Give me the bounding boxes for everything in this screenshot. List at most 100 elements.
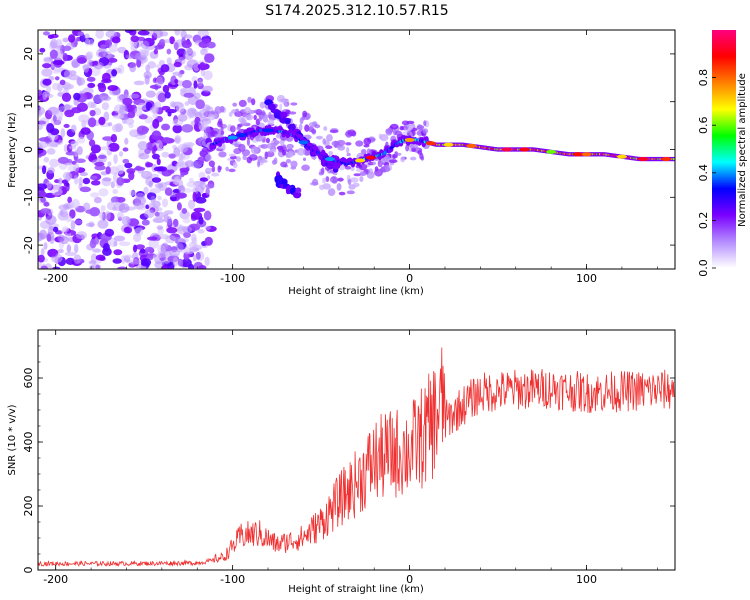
spectrogram-cell xyxy=(73,175,79,185)
spectrogram-cell xyxy=(363,144,370,148)
spectrogram-cell xyxy=(122,147,129,152)
spectrogram-cell xyxy=(111,124,122,133)
spectrogram-cell xyxy=(111,69,118,77)
spectrogram-cell xyxy=(112,258,122,264)
spectrogram-cell xyxy=(43,156,50,163)
spectrogram-cell xyxy=(267,119,275,125)
spectrogram-hotspot xyxy=(546,149,557,154)
spectrogram-cell xyxy=(134,196,147,206)
spectrogram-hotspot xyxy=(236,133,247,138)
spectrogram-cell xyxy=(220,126,224,132)
spectrogram-cell xyxy=(282,144,287,150)
spectrogram-cell xyxy=(39,47,46,53)
spectrogram-cell xyxy=(350,177,359,183)
colorbar-tick-label: 0.4 xyxy=(697,164,710,182)
spectrogram-cell xyxy=(86,101,96,109)
spectrogram-cell xyxy=(322,177,327,184)
spectrogram-cell xyxy=(325,176,330,182)
spectrogram-cell xyxy=(245,114,254,121)
spectrogram-cell xyxy=(38,183,48,190)
spectrogram-cell xyxy=(314,124,321,129)
colorbar-gradient xyxy=(712,30,736,268)
spectrogram-cell xyxy=(396,152,402,156)
spectrogram-cell xyxy=(137,141,148,151)
spectrogram-cell xyxy=(89,239,97,249)
spectrogram-cell xyxy=(155,76,164,87)
spectrogram-cell xyxy=(62,45,72,52)
spectrogram-cell xyxy=(44,93,54,98)
spectrogram-cell xyxy=(145,90,156,98)
spectrogram-cell xyxy=(401,120,410,126)
spectrogram-y-tick-label: 0 xyxy=(22,146,35,153)
spectrogram-cell xyxy=(108,44,118,53)
spectrogram-cell xyxy=(192,191,197,202)
spectrogram-cell xyxy=(365,170,369,175)
spectrogram-cell xyxy=(144,246,154,253)
spectrogram-cell xyxy=(286,144,293,150)
spectrogram-cell xyxy=(62,53,68,62)
spectrogram-cell xyxy=(188,241,198,249)
spectrogram-cell xyxy=(149,106,159,114)
spectrogram-cell xyxy=(110,181,116,189)
spectrogram-cell xyxy=(177,258,184,267)
spectrogram-cell xyxy=(423,120,427,127)
spectrogram-cell xyxy=(59,79,66,86)
spectrogram-hotspot xyxy=(616,154,627,159)
spectrogram-x-axis-label: Height of straight line (km) xyxy=(288,286,424,297)
spectrogram-cell xyxy=(136,125,149,135)
spectrogram-cell xyxy=(46,181,52,190)
spectrogram-cell xyxy=(108,142,120,152)
spectrogram-cell xyxy=(243,107,252,114)
spectrogram-cell xyxy=(296,148,306,156)
spectrogram-cell xyxy=(118,203,130,213)
spectrogram-cell xyxy=(40,265,48,269)
spectrogram-cell xyxy=(182,217,191,224)
spectrogram-cell xyxy=(102,177,112,182)
spectrogram-cell xyxy=(285,159,292,164)
spectrogram-cell xyxy=(311,128,317,134)
spectrogram-cell xyxy=(302,110,308,118)
spectrogram-cell xyxy=(242,119,247,125)
spectrogram-cell xyxy=(164,187,173,196)
spectrogram-cell xyxy=(77,57,87,64)
spectrogram-hotspot xyxy=(355,158,366,163)
spectrogram-cell xyxy=(107,161,112,167)
spectrogram-cell xyxy=(161,151,170,158)
spectrogram-cell xyxy=(249,154,258,158)
spectrogram-cell xyxy=(204,225,212,231)
spectrogram-cell xyxy=(180,88,189,93)
spectrogram-cell xyxy=(41,68,53,77)
spectrogram-cell xyxy=(107,85,119,91)
spectrogram-cell xyxy=(251,98,256,106)
spectrogram-cell xyxy=(90,175,98,180)
snr-y-tick-label: 600 xyxy=(22,368,35,389)
spectrogram-cell xyxy=(133,166,146,171)
spectrogram-cell xyxy=(344,165,352,170)
spectrogram-cell xyxy=(99,211,104,220)
spectrogram-cell xyxy=(65,151,77,156)
spectrogram-cell xyxy=(45,84,52,94)
spectrogram-cell xyxy=(105,30,117,38)
spectrogram-cell xyxy=(265,137,271,144)
spectrogram-cell xyxy=(65,215,73,223)
spectrogram-cell xyxy=(173,39,180,50)
spectrogram-cell xyxy=(150,199,156,207)
spectrogram-cell xyxy=(228,153,236,157)
spectrogram-cell xyxy=(199,177,209,182)
spectrogram-cell xyxy=(89,109,96,117)
spectrogram-cell xyxy=(144,74,150,85)
spectrogram-cell xyxy=(166,227,178,234)
spectrogram-cell xyxy=(42,78,52,86)
spectrogram-cell xyxy=(78,114,90,123)
spectrogram-cell xyxy=(346,190,355,195)
spectrogram-cell xyxy=(198,264,207,269)
spectrogram-hotspot xyxy=(519,147,530,152)
spectrogram-cell xyxy=(129,62,137,73)
spectrogram-cell xyxy=(181,40,192,49)
spectrogram-cell xyxy=(217,165,222,173)
spectrogram-cell xyxy=(147,61,156,69)
spectrogram-cell xyxy=(70,140,79,147)
spectrogram-cell xyxy=(112,114,124,119)
spectrogram-cell xyxy=(124,118,135,125)
